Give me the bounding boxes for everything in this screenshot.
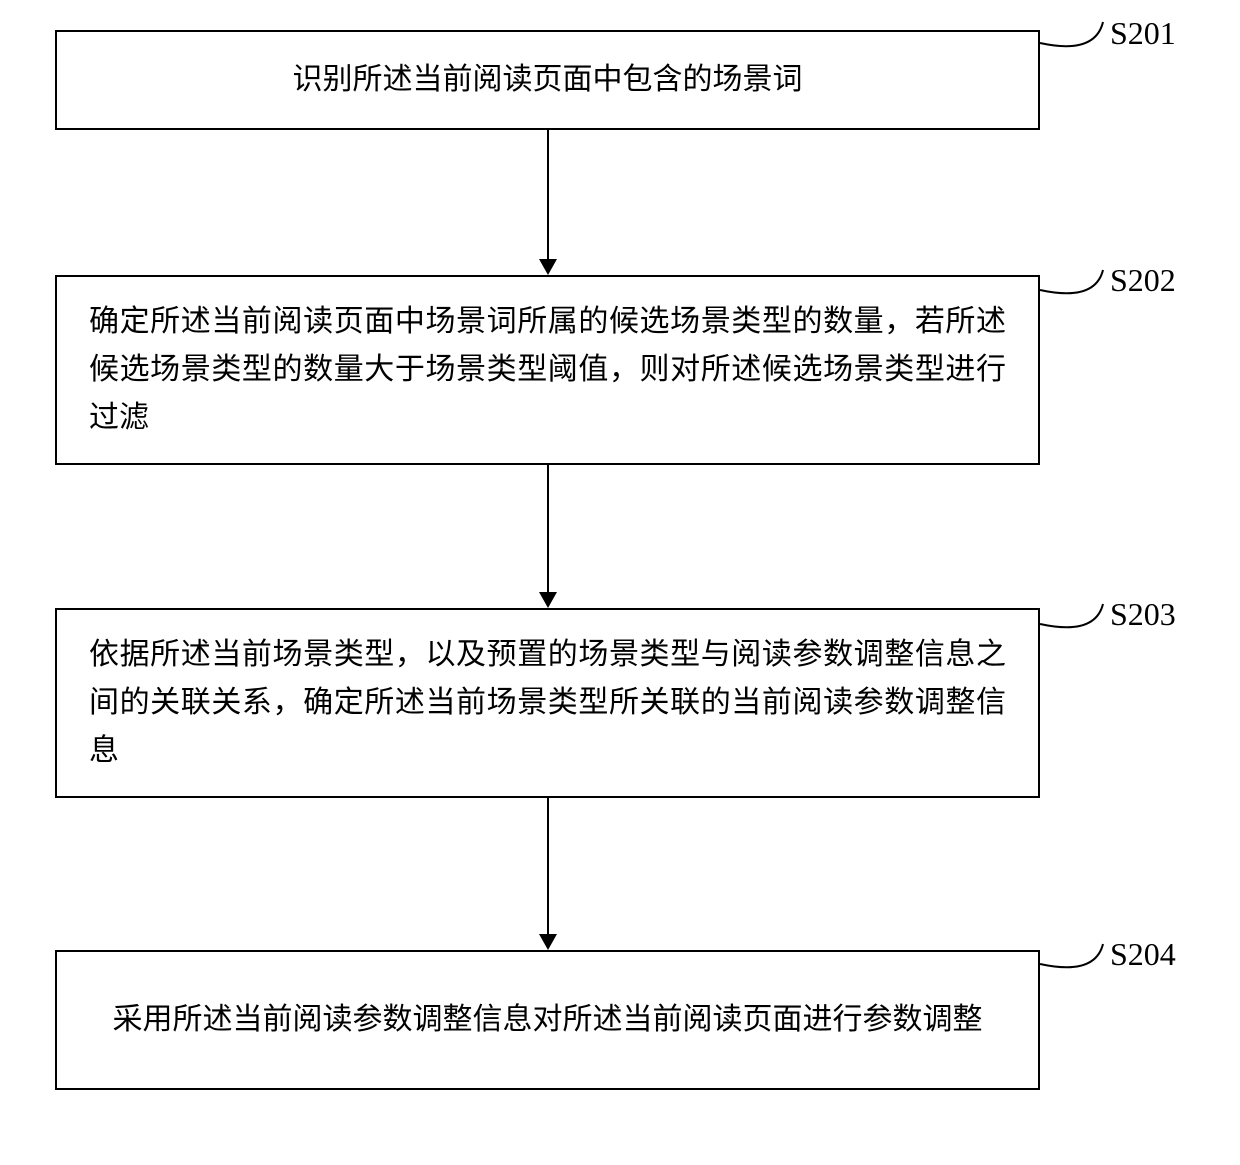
flow-arrow [547, 130, 549, 259]
flow-node-s203: 依据所述当前场景类型，以及预置的场景类型与阅读参数调整信息之间的关联关系，确定所… [55, 608, 1040, 798]
arrow-head-icon [539, 592, 557, 608]
flow-node-text: 识别所述当前阅读页面中包含的场景词 [89, 56, 1006, 104]
flow-node-text: 确定所述当前阅读页面中场景词所属的候选场景类型的数量，若所述候选场景类型的数量大… [89, 298, 1006, 442]
flow-arrow [547, 465, 549, 592]
step-label-s204: S204 [1110, 936, 1176, 973]
flow-arrow [547, 798, 549, 934]
step-label-s201: S201 [1110, 15, 1176, 52]
step-label-s203: S203 [1110, 596, 1176, 633]
arrow-head-icon [539, 934, 557, 950]
flow-node-text: 依据所述当前场景类型，以及预置的场景类型与阅读参数调整信息之间的关联关系，确定所… [89, 631, 1006, 775]
flow-node-s204: 采用所述当前阅读参数调整信息对所述当前阅读页面进行参数调整 [55, 950, 1040, 1090]
flow-node-s201: 识别所述当前阅读页面中包含的场景词 [55, 30, 1040, 130]
flow-node-s202: 确定所述当前阅读页面中场景词所属的候选场景类型的数量，若所述候选场景类型的数量大… [55, 275, 1040, 465]
flowchart-container: 识别所述当前阅读页面中包含的场景词 S201 确定所述当前阅读页面中场景词所属的… [0, 0, 1240, 1165]
flow-node-text: 采用所述当前阅读参数调整信息对所述当前阅读页面进行参数调整 [89, 996, 1006, 1044]
step-label-s202: S202 [1110, 262, 1176, 299]
arrow-head-icon [539, 259, 557, 275]
